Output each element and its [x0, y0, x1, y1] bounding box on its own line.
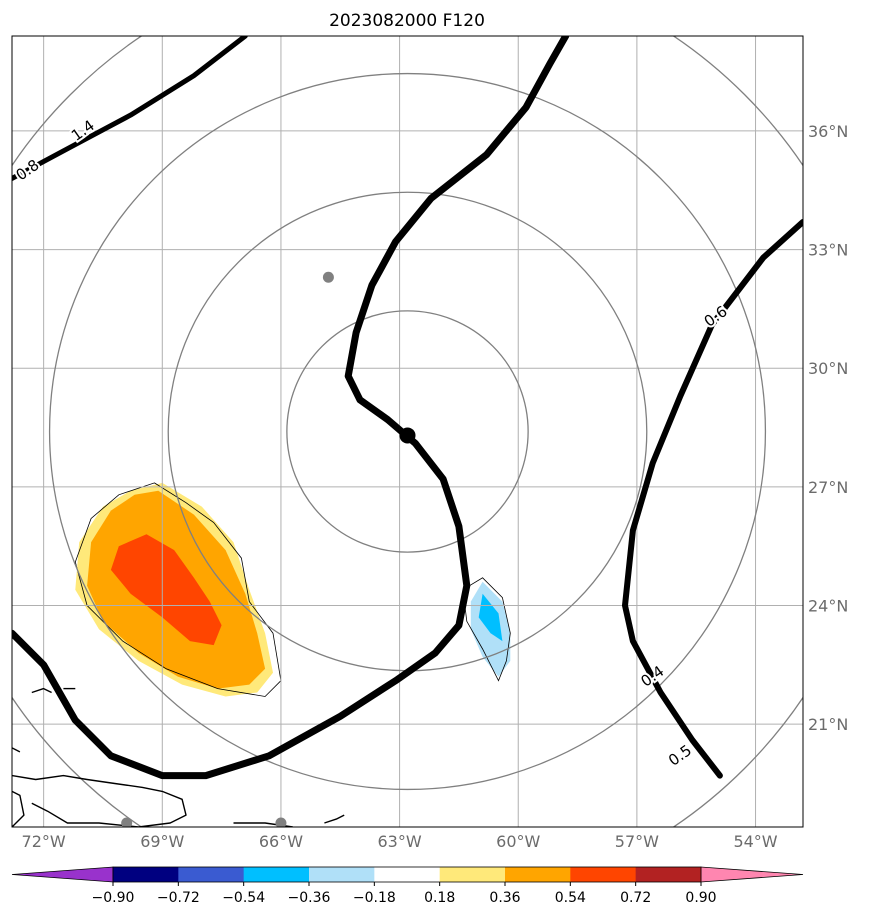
lon-tick-label: 57°W	[615, 832, 659, 851]
colorbar-tick-label: −0.72	[157, 890, 200, 906]
coast-bahamas-a	[31, 687, 52, 694]
colorbar-tick-label: 0.54	[555, 890, 586, 906]
colorbar-segment	[635, 867, 702, 882]
lat-tick-label: 36°N	[808, 122, 848, 141]
range-ring	[286, 310, 529, 553]
latitude-tick-labels: 36°N 33°N 30°N 27°N 24°N 21°N	[808, 122, 848, 734]
colorbar-segment	[178, 867, 245, 882]
coastlines	[12, 274, 345, 827]
colorbar-segment	[570, 867, 637, 882]
lon-tick-label: 72°W	[22, 832, 66, 851]
coast-small-islets	[324, 814, 345, 824]
lon-tick-label: 54°W	[733, 832, 777, 851]
colorbar-segment	[113, 867, 179, 882]
gray-marker	[121, 817, 133, 827]
positive-anomaly-core	[110, 534, 222, 646]
map-frame	[11, 35, 804, 828]
colorbar-over-arrow	[700, 866, 804, 883]
markers	[121, 271, 416, 827]
colorbar-segment	[243, 867, 310, 882]
contour-west	[12, 36, 248, 181]
colorbar-tick-label: −0.18	[353, 890, 396, 906]
colorbar-tick-label: 0.18	[424, 890, 455, 906]
coast-caribbean-island	[12, 774, 187, 827]
colorbar-tick-label: 0.90	[685, 890, 716, 906]
colorbar-segment	[505, 867, 571, 882]
lat-tick-label: 27°N	[808, 478, 848, 497]
colorbar-tick-label: −0.54	[222, 890, 265, 906]
positive-anomaly-outline	[74, 482, 282, 697]
contour-central	[12, 36, 570, 780]
gray-marker	[275, 817, 287, 827]
lat-tick-label: 24°N	[808, 597, 848, 616]
gray-marker	[322, 271, 334, 283]
lon-tick-label: 60°W	[496, 832, 540, 851]
gridlines	[12, 36, 803, 827]
colorbar: −0.90 −0.72 −0.54 −0.36 −0.18 0.18 0.36 0.54 0.7…	[11, 866, 804, 906]
colorbar-tick-label: 0.36	[489, 890, 520, 906]
range-ring	[48, 72, 767, 791]
map-title: 2023082000 F120	[329, 11, 485, 31]
lat-tick-label: 30°N	[808, 359, 848, 378]
anomaly-shading	[75, 482, 511, 697]
lat-tick-label: 21°N	[808, 715, 848, 734]
colorbar-segment	[439, 867, 506, 882]
coast-west-islet	[12, 790, 25, 827]
lon-tick-label: 63°W	[377, 832, 421, 851]
colorbar-segment	[309, 867, 375, 882]
colorbar-tick-label: 0.72	[620, 890, 651, 906]
longitude-tick-labels: 72°W 69°W 66°W 63°W 60°W 57°W 54°W	[22, 832, 778, 851]
storm-center-marker	[399, 427, 416, 444]
lon-tick-label: 69°W	[140, 832, 184, 851]
lon-tick-label: 66°W	[259, 832, 303, 851]
contour-lines	[12, 36, 803, 780]
contour-east	[622, 218, 803, 779]
coast-bahamas-c	[12, 747, 21, 753]
colorbar-tick-label: −0.36	[288, 890, 331, 906]
colorbar-tick-label: −0.90	[92, 890, 135, 906]
colorbar-segment	[374, 867, 441, 882]
colorbar-under-arrow	[11, 866, 114, 883]
colorbar-frame	[112, 866, 702, 883]
lat-tick-label: 33°N	[808, 241, 848, 260]
